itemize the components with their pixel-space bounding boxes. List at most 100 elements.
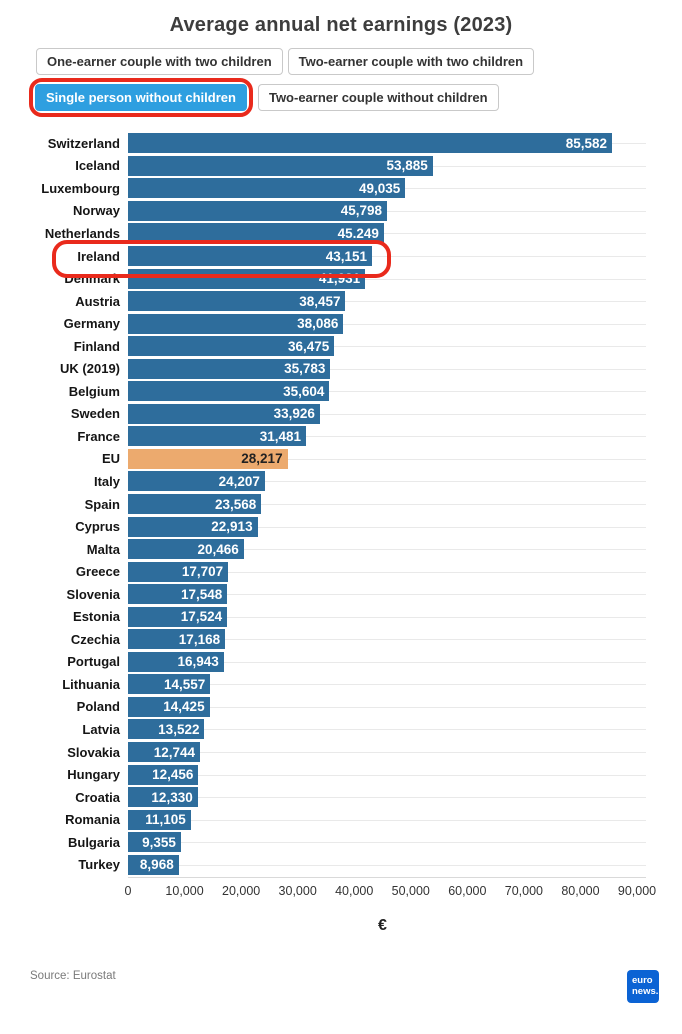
chart-row-finland: Finland 36,475 <box>0 335 682 358</box>
bar-chart: Switzerland 85,582 Iceland 53,885 Luxembourg… <box>0 132 682 935</box>
chart-row-germany: Germany 38,086 <box>0 312 682 335</box>
bar-track: 17,168 <box>128 629 646 650</box>
x-axis-line <box>128 877 646 879</box>
bar-track: 17,524 <box>128 606 646 627</box>
bar-value-label: 22,913 <box>211 519 253 535</box>
country-label: Netherlands <box>44 225 120 241</box>
bar-value-label: 43,151 <box>325 248 368 264</box>
bar-value-label: 31,481 <box>259 428 302 444</box>
country-label: Lithuania <box>62 676 120 692</box>
bar-value-label: 38,457 <box>299 293 341 309</box>
bar-track: 23,568 <box>128 494 646 515</box>
tab-one-earner-couple-two-children[interactable]: One-earner couple with two children <box>36 48 283 75</box>
bar-value-label: 17,524 <box>180 609 223 625</box>
country-label: Cyprus <box>75 519 120 535</box>
country-label: Romania <box>65 812 120 828</box>
country-label: Ireland <box>77 248 120 264</box>
value-bar: 31,481 <box>128 426 307 447</box>
tab-single-person-no-children[interactable]: Single person without children <box>35 84 247 111</box>
bar-value-label: 12,456 <box>152 767 194 783</box>
country-label: Latvia <box>82 721 120 737</box>
bar-value-label: 41,931 <box>318 271 361 287</box>
country-label: Italy <box>93 473 120 489</box>
bar-track: 14,425 <box>128 696 646 717</box>
chart-row-cyprus: Cyprus 22,913 <box>0 515 682 538</box>
value-bar: 17,548 <box>128 584 228 605</box>
bar-track: 38,086 <box>128 313 646 334</box>
value-bar: 16,943 <box>128 651 224 672</box>
value-bar: 14,557 <box>128 674 211 695</box>
bar-value-label: 49,035 <box>359 180 401 196</box>
x-tick-label: 90,000 <box>617 884 657 899</box>
chart-row-iceland: Iceland 53,885 <box>0 155 682 178</box>
chart-row-turkey: Turkey 8,968 <box>0 854 682 877</box>
bar-value-label: 11,105 <box>145 812 186 828</box>
bar-track: 43,151 <box>128 246 646 266</box>
bar-track: 28,217 <box>128 448 646 469</box>
country-label: Austria <box>75 293 120 309</box>
chart-row-croatia: Croatia 12,330 <box>0 786 682 809</box>
bar-value-label: 53,885 <box>386 158 428 174</box>
bar-track: 41,931 <box>128 268 646 289</box>
bar-value-label: 12,744 <box>153 744 196 760</box>
euronews-logo-line1: euro <box>632 975 653 987</box>
country-label: Slovakia <box>67 744 120 760</box>
country-label: France <box>77 428 120 444</box>
value-bar: 8,968 <box>128 854 179 875</box>
bar-track: 20,466 <box>128 539 646 560</box>
x-tick-label: 80,000 <box>561 884 600 899</box>
bar-value-label: 20,466 <box>197 541 239 557</box>
chart-row-austria: Austria 38,457 <box>0 290 682 313</box>
x-tick-label: 30,000 <box>278 884 317 899</box>
value-bar: 12,330 <box>128 787 198 808</box>
chart-row-czechia: Czechia 17,168 <box>0 628 682 651</box>
country-label: EU <box>101 451 120 467</box>
chart-row-estonia: Estonia 17,524 <box>0 605 682 628</box>
bar-value-label: 45.249 <box>337 225 379 241</box>
value-bar: 35,604 <box>128 381 330 402</box>
chart-row-poland: Poland 14,425 <box>0 696 682 719</box>
country-label: UK (2019) <box>60 361 120 377</box>
country-label: Bulgaria <box>67 834 120 850</box>
country-label: Greece <box>75 564 120 580</box>
value-bar: 24,207 <box>128 471 265 492</box>
chart-row-eu: EU 28,217 <box>0 448 682 471</box>
chart-row-norway: Norway 45,798 <box>0 200 682 223</box>
tab-two-earner-couple-two-children[interactable]: Two-earner couple with two children <box>287 48 535 75</box>
bar-track: 12,744 <box>128 742 646 763</box>
chart-row-lithuania: Lithuania 14,557 <box>0 673 682 696</box>
country-label: Croatia <box>75 789 120 805</box>
bar-value-label: 35,604 <box>283 383 325 399</box>
country-label: Portugal <box>67 654 120 670</box>
bar-track: 31,481 <box>128 426 646 447</box>
country-label: Czechia <box>70 631 120 647</box>
tab-two-earner-couple-no-children[interactable]: Two-earner couple without children <box>257 84 499 111</box>
bar-value-label: 23,568 <box>214 496 257 512</box>
bar-value-label: 8,968 <box>139 857 174 873</box>
country-label: Norway <box>73 203 120 219</box>
bar-track: 22,913 <box>128 516 646 537</box>
bar-value-label: 45,798 <box>340 203 382 219</box>
euronews-logo: euro news. <box>627 970 659 1003</box>
country-label: Switzerland <box>47 135 120 151</box>
bar-value-label: 14,425 <box>163 699 205 715</box>
chart-row-netherlands: Netherlands 45.249 <box>0 222 682 245</box>
bar-value-label: 17,707 <box>181 564 224 580</box>
x-tick-label: 60,000 <box>448 884 487 899</box>
x-tick-label: 10,000 <box>165 884 204 899</box>
chart-row-malta: Malta 20,466 <box>0 538 682 561</box>
chart-row-luxembourg: Luxembourg 49,035 <box>0 177 682 200</box>
bar-track: 8,968 <box>128 854 646 875</box>
value-bar: 38,086 <box>128 313 344 334</box>
bar-track: 14,557 <box>128 674 646 695</box>
chart-row-latvia: Latvia 13,522 <box>0 718 682 741</box>
bar-track: 35,604 <box>128 381 646 402</box>
x-tick-label: 40,000 <box>335 884 374 899</box>
value-bar: 45.249 <box>128 223 384 244</box>
bar-value-label: 12,330 <box>151 789 193 805</box>
country-label: Iceland <box>75 158 120 174</box>
bar-value-label: 28,217 <box>241 451 283 467</box>
value-bar: 17,707 <box>128 561 229 582</box>
bar-track: 17,707 <box>128 561 646 582</box>
bar-value-label: 85,582 <box>565 135 607 151</box>
